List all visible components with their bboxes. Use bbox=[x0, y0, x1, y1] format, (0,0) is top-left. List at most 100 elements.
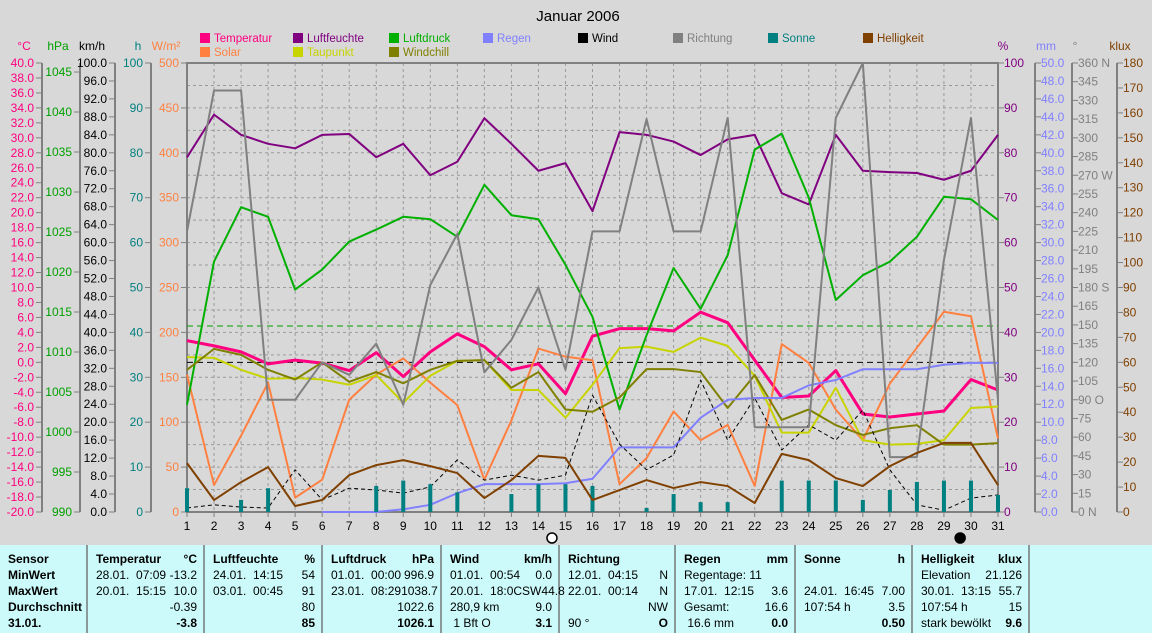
cell-label: 107:54 h bbox=[804, 600, 851, 614]
axis-tick-label-pct: 30 bbox=[1004, 370, 1018, 384]
axis-tick-label-deg: 255 bbox=[1078, 187, 1098, 201]
axis-tick-label-klux: 170 bbox=[1123, 81, 1143, 95]
axis-tick-label-klux: 0 bbox=[1123, 505, 1130, 519]
cell-value: 1026.1 bbox=[397, 616, 434, 630]
axis-tick-label-klux: 10 bbox=[1123, 480, 1137, 494]
axis-tick-label-mm: 28.0 bbox=[1041, 254, 1065, 268]
axis-tick-label-klux: 140 bbox=[1123, 156, 1143, 170]
legend-swatch-wind bbox=[578, 33, 588, 43]
series-line-helligkeit bbox=[186, 441, 999, 508]
axis-tick-label-deg: 345 bbox=[1078, 75, 1098, 89]
axis-tick-label-mm: 30.0 bbox=[1041, 236, 1065, 250]
axis-tick-label-mm: 12.0 bbox=[1041, 397, 1065, 411]
table-column-helligkeit: Helligkeit klux Elevation 21.126 30.01. 13:1… bbox=[913, 545, 1030, 633]
cell-label: 1 Bft O bbox=[450, 616, 491, 630]
cell-value: 0.0 bbox=[771, 616, 788, 630]
table-column-luftfeuchte: Luftfeuchte% 24.01. 14:15 54 03.01. 00:45 91… bbox=[205, 545, 323, 633]
axis-tick-label-deg: 15 bbox=[1078, 486, 1092, 500]
legend-label-solar: Solar bbox=[214, 47, 241, 59]
x-tick-label: 26 bbox=[856, 519, 870, 533]
axis-tick-label-klux: 20 bbox=[1123, 455, 1137, 469]
table-unit: klux bbox=[997, 552, 1022, 566]
statistics-table: Sensor MinWert MaxWert Durchschnitt 31.0… bbox=[0, 545, 1152, 633]
axis-tick-label-h: 40 bbox=[130, 325, 144, 339]
legend-swatch-temperatur bbox=[200, 33, 210, 43]
axis-tick-label-deg: 330 bbox=[1078, 93, 1098, 107]
axis-tick-label-klux: 110 bbox=[1123, 231, 1142, 245]
bar-sonne bbox=[671, 494, 676, 512]
axis-tick-label-pct: 0 bbox=[1004, 505, 1011, 519]
axis-tick-label-kmh: 76.0 bbox=[84, 164, 108, 178]
axis-tick-label-klux: 50 bbox=[1123, 380, 1137, 394]
moon-full-icon bbox=[546, 532, 558, 544]
legend-label-luftfeuchte: Luftfeuchte bbox=[307, 33, 364, 45]
axis-tick-label-h: 80 bbox=[130, 146, 144, 160]
axis-tick-label-mm: 32.0 bbox=[1041, 218, 1065, 232]
axis-tick-label-klux: 40 bbox=[1123, 405, 1137, 419]
x-tick-label: 17 bbox=[613, 519, 627, 533]
axis-tick-label-hpa: 1035 bbox=[45, 145, 72, 159]
axis-tick-label-deg: 285 bbox=[1078, 150, 1098, 164]
bar-sonne bbox=[941, 480, 946, 512]
cell-value: 10.0 bbox=[173, 584, 197, 598]
table-header: Richtung bbox=[568, 552, 620, 566]
x-tick-label: 30 bbox=[964, 519, 978, 533]
axis-tick-label-temp: 16.0 bbox=[11, 236, 35, 250]
axis-tick-label-kmh: 44.0 bbox=[84, 307, 108, 321]
axis-tick-label-kmh: 84.0 bbox=[84, 128, 108, 142]
axis-tick-label-deg: 315 bbox=[1078, 112, 1098, 126]
cell-value: 1038.7 bbox=[401, 584, 438, 598]
axis-unit-pct: % bbox=[998, 39, 1009, 53]
table-column-sensor: Sensor MinWert MaxWert Durchschnitt 31.0… bbox=[0, 545, 88, 633]
axis-tick-label-klux: 60 bbox=[1123, 355, 1137, 369]
axis-tick-label-wm2: 500 bbox=[159, 56, 179, 70]
x-tick-label: 24 bbox=[802, 519, 816, 533]
axis-tick-label-temp: 20.0 bbox=[11, 206, 35, 220]
legend-swatch-solar bbox=[200, 47, 210, 57]
axis-tick-label-temp: -14.0 bbox=[7, 460, 35, 474]
bar-sonne bbox=[698, 502, 703, 512]
axis-tick-label-mm: 20.0 bbox=[1041, 325, 1065, 339]
axis-tick-label-h: 20 bbox=[130, 415, 144, 429]
bar-sonne bbox=[996, 494, 1000, 512]
axis-tick-label-temp: 28.0 bbox=[11, 146, 35, 160]
axis-unit-wm2: W/m² bbox=[152, 39, 181, 53]
axis-tick-label-temp: 40.0 bbox=[11, 56, 35, 70]
bar-sonne bbox=[374, 485, 379, 512]
legend-swatch-taupunkt bbox=[293, 47, 303, 57]
axis-tick-label-mm: 42.0 bbox=[1041, 128, 1065, 142]
bar-sonne bbox=[860, 499, 865, 512]
cell-value: -13.2 bbox=[169, 568, 197, 582]
axis-tick-label-kmh: 0.0 bbox=[90, 505, 107, 519]
x-tick-label: 27 bbox=[883, 519, 897, 533]
table-unit: °C bbox=[183, 552, 197, 566]
axis-tick-label-mm: 14.0 bbox=[1041, 379, 1065, 393]
cell-value: 3.6 bbox=[771, 584, 788, 598]
cell-value: 15 bbox=[1008, 600, 1022, 614]
cell-value: 7.00 bbox=[881, 584, 905, 598]
axis-tick-label-kmh: 16.0 bbox=[84, 433, 108, 447]
bar-sonne bbox=[239, 499, 244, 512]
cell-label: 17.01. 12:15 bbox=[684, 584, 755, 598]
x-tick-label: 18 bbox=[640, 519, 654, 533]
axis-tick-label-klux: 120 bbox=[1123, 206, 1143, 220]
cell-value: 0.0 bbox=[535, 568, 552, 582]
x-tick-label: 8 bbox=[373, 519, 380, 533]
weather-chart: Januar 2006 1 2 3 4 5 6 7 8 9 10 11 12 13 14 15 16 17 18 1… bbox=[7, 8, 1143, 544]
axis-tick-label-pct: 80 bbox=[1004, 146, 1018, 160]
axis-tick-label-kmh: 20.0 bbox=[84, 415, 108, 429]
bar-sonne bbox=[725, 502, 730, 512]
cell-value: 3.5 bbox=[888, 600, 905, 614]
axis-tick-label-kmh: 36.0 bbox=[84, 343, 108, 357]
cell-label: 30.01. 13:15 bbox=[921, 584, 992, 598]
cell-label: 20.01. 18:0CSW bbox=[450, 584, 542, 598]
axis-tick-label-pct: 10 bbox=[1004, 460, 1018, 474]
axis-tick-label-kmh: 40.0 bbox=[84, 325, 108, 339]
x-tick-label: 22 bbox=[748, 519, 762, 533]
axis-tick-label-mm: 24.0 bbox=[1041, 289, 1065, 303]
axis-tick-label-temp: 14.0 bbox=[11, 251, 35, 265]
cell-value: 44.8 bbox=[541, 584, 565, 598]
table-header: Luftdruck bbox=[331, 552, 387, 566]
legend-label-sonne: Sonne bbox=[782, 33, 815, 45]
bar-sonne bbox=[509, 494, 514, 512]
